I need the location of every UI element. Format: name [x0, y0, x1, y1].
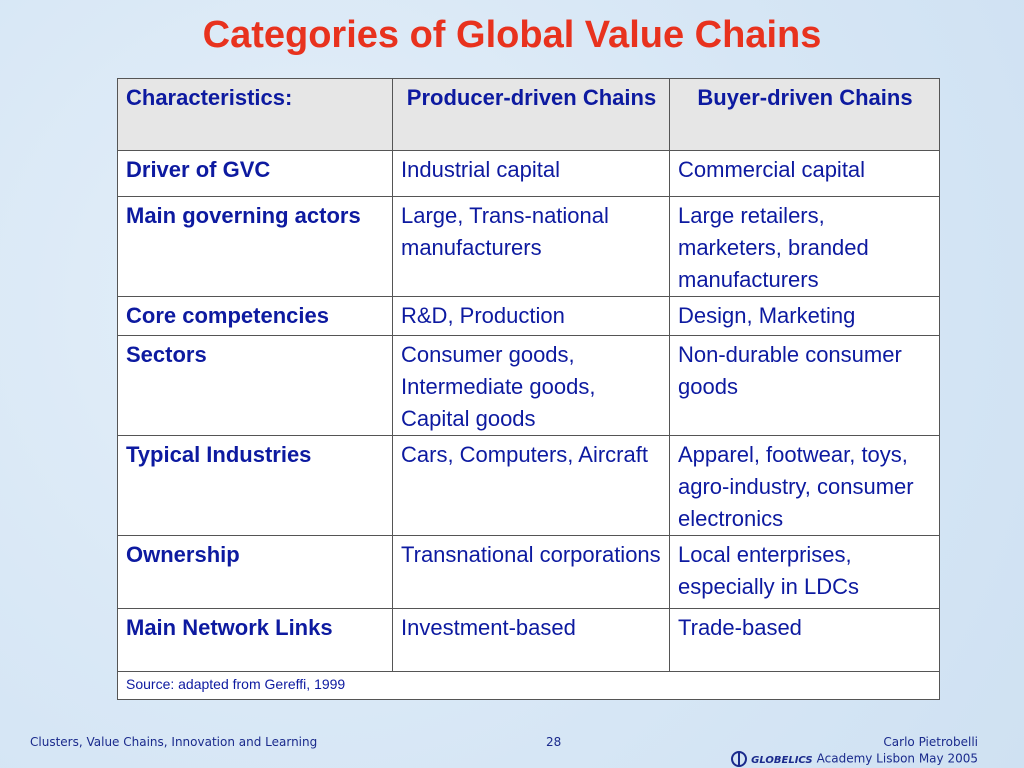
cell: R&D, Production [392, 296, 670, 336]
cell: Cars, Computers, Aircraft [392, 435, 670, 536]
table-row: Typical Industries Cars, Computers, Aircr… [117, 435, 940, 536]
footer-right: Carlo Pietrobelli GLOBELICS Academy Lisbo… [729, 735, 978, 768]
event: GLOBELICS Academy Lisbon May 2005 [729, 750, 978, 768]
cell: Large, Trans-national manufacturers [392, 196, 670, 297]
source-note: Source: adapted from Gereffi, 1999 [117, 671, 940, 700]
comparison-table: Characteristics: Producer-driven Chains Bu… [117, 78, 940, 700]
table-row: Main governing actors Large, Trans-nation… [117, 196, 940, 297]
logo-icon [731, 751, 748, 767]
cell: Investment-based [392, 608, 670, 672]
cell: Non-durable consumer goods [669, 335, 940, 436]
table-row: Core competencies R&D, Production Design, … [117, 296, 940, 336]
cell: Industrial capital [392, 150, 670, 197]
source-row: Source: adapted from Gereffi, 1999 [117, 671, 940, 700]
cell: Design, Marketing [669, 296, 940, 336]
row-label: Driver of GVC [117, 150, 393, 197]
cell: Trade-based [669, 608, 940, 672]
row-label: Main governing actors [117, 196, 393, 297]
table-row: Sectors Consumer goods, Intermediate good… [117, 335, 940, 436]
cell: Commercial capital [669, 150, 940, 197]
cell: Consumer goods, Intermediate goods, Capi… [392, 335, 670, 436]
event-text: Academy Lisbon May 2005 [816, 751, 978, 766]
row-label: Sectors [117, 335, 393, 436]
row-label: Main Network Links [117, 608, 393, 672]
header-cell: Buyer-driven Chains [669, 78, 940, 151]
table-row: Main Network Links Investment-based Trade-… [117, 608, 940, 672]
table-row: Driver of GVC Industrial capital Commercia… [117, 150, 940, 197]
cell: Large retailers, marketers, branded manu… [669, 196, 940, 297]
logo-text: GLOBELICS [751, 754, 813, 766]
page-number: 28 [546, 735, 562, 749]
slide-title: Categories of Global Value Chains [202, 14, 822, 56]
table-row: Ownership Transnational corporations Local… [117, 535, 940, 609]
header-cell: Producer-driven Chains [392, 78, 670, 151]
row-label: Typical Industries [117, 435, 393, 536]
cell: Local enterprises, especially in LDCs [669, 535, 940, 609]
header-cell: Characteristics: [117, 78, 393, 151]
author: Carlo Pietrobelli [883, 735, 978, 749]
cell: Transnational corporations [392, 535, 670, 609]
footer-left: Clusters, Value Chains, Innovation and L… [30, 735, 318, 749]
row-label: Core competencies [117, 296, 393, 336]
header-row: Characteristics: Producer-driven Chains Bu… [117, 78, 940, 151]
row-label: Ownership [117, 535, 393, 609]
cell: Apparel, footwear, toys, agro-industry, … [669, 435, 940, 536]
